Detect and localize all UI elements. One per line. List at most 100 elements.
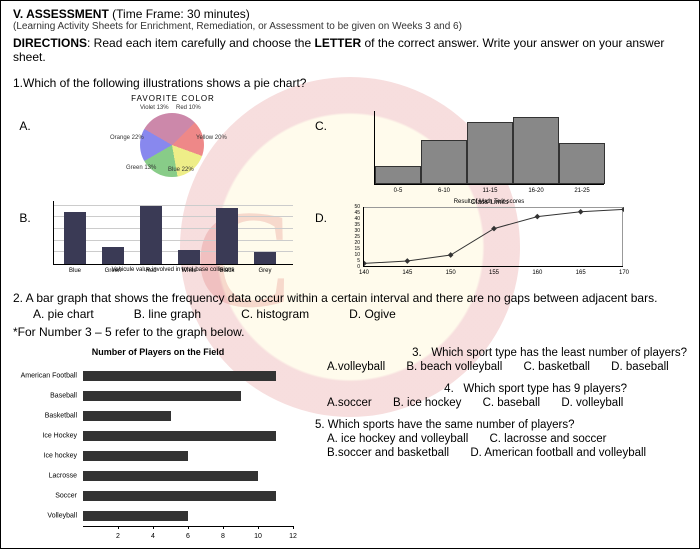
ogive-y-label: 35 xyxy=(346,222,360,228)
section-title: V. ASSESSMENT xyxy=(13,7,109,21)
pie-slice-label: Violet 13% xyxy=(140,105,169,111)
sport-chart: Number of Players on the Field 24681012 … xyxy=(13,347,303,547)
q2-opt-c: C. histogram xyxy=(241,307,309,321)
bar-label: Blue xyxy=(69,268,81,274)
sport-bar xyxy=(83,371,276,381)
ogive-x-label: 155 xyxy=(489,270,499,276)
pie-slice-label: Green 13% xyxy=(126,165,156,171)
sport-bar xyxy=(83,451,188,461)
hist-bin-label: 11-15 xyxy=(483,188,498,194)
q4: 4. Which sport type has 9 players? xyxy=(315,383,687,395)
bar-label: White xyxy=(181,268,196,274)
sport-y-label: Baseball xyxy=(13,393,77,400)
label-a: A. xyxy=(13,107,37,133)
directions-label: DIRECTIONS xyxy=(13,36,87,50)
ogive-y-label: 15 xyxy=(346,246,360,252)
bar-chart: BlueGreenRedWhiteBlackGrey Vehicule valu… xyxy=(43,199,303,273)
q4-options: A.soccer B. ice hockey C. baseball D. vo… xyxy=(327,397,687,409)
bar xyxy=(254,252,276,264)
label-d: D. xyxy=(309,199,333,225)
hist-xlabel: Class Limits xyxy=(471,199,509,206)
pie-slice-label: Orange 22% xyxy=(110,135,144,141)
q5-options-row1: A. ice hockey and volleyball C. lacrosse… xyxy=(327,433,687,445)
sport-y-label: Ice hockey xyxy=(13,453,77,460)
sport-y-label: Ice Hockey xyxy=(13,433,77,440)
ogive-y-label: 40 xyxy=(346,216,360,222)
q2-opt-b: B. line graph xyxy=(134,307,201,321)
q2-options: A. pie chart B. line graph C. histogram … xyxy=(33,307,687,321)
sport-bar xyxy=(83,511,188,521)
hist-bar xyxy=(513,117,559,184)
sport-y-label: Basketball xyxy=(13,413,77,420)
sport-y-label: American Football xyxy=(13,373,77,380)
ogive-y-label: 45 xyxy=(346,210,360,216)
sport-bar xyxy=(83,491,276,501)
hist-bar xyxy=(467,122,513,184)
q1-choices-grid: FAVORITE COLOR A. Violet 13% Red 10% Orang… xyxy=(13,94,687,283)
sport-x-label: 10 xyxy=(254,533,262,540)
q5-options-row2: B.soccer and basketball D. American foot… xyxy=(327,447,687,459)
sport-y-label: Soccer xyxy=(13,493,77,500)
bar xyxy=(140,206,162,264)
hist-bin-label: 16-20 xyxy=(528,188,543,194)
bar xyxy=(178,250,200,264)
question-2: 2. A bar graph that shows the frequency … xyxy=(13,291,687,305)
pie-slice-label: Blue 22% xyxy=(168,167,194,173)
hist-bin-label: 6-10 xyxy=(438,188,450,194)
section-header: V. ASSESSMENT (Time Frame: 30 minutes) xyxy=(13,7,687,21)
ogive-y-label: 10 xyxy=(346,252,360,258)
ogive-x-label: 150 xyxy=(446,270,456,276)
questions-3-5: 3. Which sport type has the least number… xyxy=(315,347,687,547)
pie-slice-label: Yellow 20% xyxy=(196,135,227,141)
ogive-x-label: 170 xyxy=(619,270,629,276)
label-c: C. xyxy=(309,107,333,133)
sport-y-label: Lacrosse xyxy=(13,473,77,480)
label-b: B. xyxy=(13,199,37,225)
sport-bar xyxy=(83,471,258,481)
sport-x-label: 4 xyxy=(151,533,155,540)
ogive-x-label: 160 xyxy=(532,270,542,276)
hist-bin-label: 0-5 xyxy=(394,188,403,194)
ogive-y-label: 50 xyxy=(346,204,360,210)
bar-label: Black xyxy=(220,268,235,274)
q2-opt-a: A. pie chart xyxy=(33,307,94,321)
sport-bar xyxy=(83,391,241,401)
bar-label: Grey xyxy=(258,268,271,274)
ogive-y-label: 20 xyxy=(346,240,360,246)
ogive-y-label: 30 xyxy=(346,228,360,234)
hist-bar xyxy=(559,143,605,184)
pie-chart: Violet 13% Red 10% Orange 22% Yellow 20% Gre… xyxy=(43,107,303,185)
bar xyxy=(102,247,124,264)
sport-x-label: 2 xyxy=(116,533,120,540)
bar xyxy=(64,212,86,264)
sport-x-label: 8 xyxy=(221,533,225,540)
q3-options: A.volleyball B. beach volleyball C. bask… xyxy=(327,361,687,373)
q5: 5. Which sports have the same number of … xyxy=(315,419,687,431)
ogive-x-label: 145 xyxy=(402,270,412,276)
bar-label: Green xyxy=(105,268,122,274)
subtitle: (Learning Activity Sheets for Enrichment… xyxy=(13,21,687,32)
hist-bar xyxy=(421,140,467,184)
bar xyxy=(216,208,238,264)
sport-x-label: 12 xyxy=(289,533,297,540)
sport-bar xyxy=(83,411,171,421)
pie-slice-label: Red 10% xyxy=(176,105,201,111)
ogive-chart: Result of Math Test scores 1401451501551… xyxy=(339,199,639,283)
sport-y-label: Volleyball xyxy=(13,513,77,520)
sport-bar xyxy=(83,431,276,441)
histogram: Class Limits 0-56-1011-1516-2021-25 xyxy=(339,107,639,195)
bar-label: Red xyxy=(145,268,156,274)
reference-note: *For Number 3 – 5 refer to the graph bel… xyxy=(13,325,687,339)
timeframe: (Time Frame: 30 minutes) xyxy=(112,7,250,21)
q2-opt-d: D. Ogive xyxy=(349,307,396,321)
ogive-x-label: 140 xyxy=(359,270,369,276)
sport-title: Number of Players on the Field xyxy=(13,347,303,357)
ogive-y-label: 0 xyxy=(346,264,360,270)
directions: DIRECTIONS: Read each item carefully and… xyxy=(13,36,687,64)
pie-title: FAVORITE COLOR xyxy=(43,94,303,103)
q3: 3. Which sport type has the least number… xyxy=(315,347,687,359)
ogive-y-label: 25 xyxy=(346,234,360,240)
ogive-x-label: 165 xyxy=(576,270,586,276)
question-1: 1.Which of the following illustrations s… xyxy=(13,76,687,90)
hist-bar xyxy=(375,166,421,184)
